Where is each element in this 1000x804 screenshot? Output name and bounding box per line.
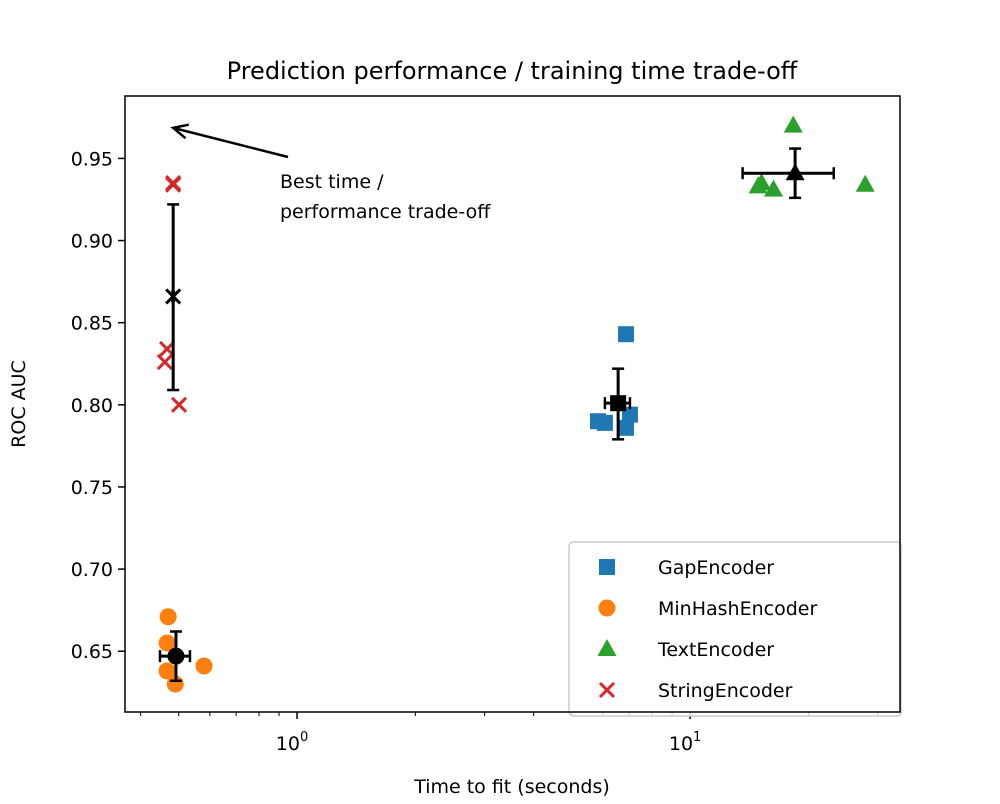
legend-item-stringencoder: StringEncoder — [598, 680, 793, 702]
mean-point-stringencoder — [165, 288, 182, 305]
y-tick-label: 0.80 — [71, 395, 113, 417]
annotation-text: performance trade-off — [280, 201, 491, 223]
x-tick-label: 101 — [669, 730, 701, 755]
data-point-minhashencoder — [159, 608, 177, 626]
data-point-textencoder — [752, 173, 772, 191]
legend-label: TextEncoder — [657, 639, 774, 661]
data-point-gapencoder — [618, 326, 635, 343]
legend: GapEncoder MinHashEncoder TextEncoder Strin… — [568, 541, 902, 717]
data-point-stringencoder — [165, 175, 182, 192]
y-tick-label: 0.95 — [71, 148, 113, 170]
data-point-textencoder — [763, 179, 783, 197]
annotation-arrow — [172, 126, 289, 159]
legend-marker — [597, 639, 617, 656]
legend-item-textencoder: TextEncoder — [597, 639, 774, 661]
plot-frame — [124, 95, 901, 713]
annotation-arrowhead — [170, 123, 190, 140]
mean-point-gapencoder — [610, 395, 627, 412]
y-tick-label: 0.75 — [71, 477, 113, 499]
legend-label: GapEncoder — [658, 557, 774, 579]
legend-marker — [599, 559, 615, 575]
y-tick-label: 0.85 — [71, 313, 113, 335]
legend-label: MinHashEncoder — [658, 598, 817, 620]
mean-point-minhashencoder — [167, 647, 185, 665]
y-axis-label: ROC AUC — [8, 360, 30, 448]
data-point-stringencoder — [156, 354, 173, 371]
legend-frame — [568, 541, 902, 717]
legend-label: StringEncoder — [658, 680, 793, 702]
x-tick-label: 100 — [276, 730, 308, 755]
data-point-stringencoder — [171, 396, 188, 413]
chart-title: Prediction performance / training time t… — [227, 57, 798, 85]
data-point-minhashencoder — [158, 662, 176, 680]
legend-marker — [598, 681, 616, 699]
data-point-gapencoder — [596, 414, 613, 431]
x-axis-label: Time to fit (seconds) — [413, 776, 610, 798]
y-tick-label: 0.65 — [71, 641, 113, 663]
legend-item-minhashencoder: MinHashEncoder — [598, 598, 817, 620]
legend-marker — [598, 599, 616, 617]
data-point-minhashencoder — [158, 634, 176, 652]
data-point-textencoder — [783, 115, 803, 133]
annotation-text: Best time / — [280, 171, 384, 193]
data-point-gapencoder — [618, 419, 635, 436]
mean-point-textencoder — [785, 163, 805, 181]
y-tick-label: 0.90 — [71, 231, 113, 253]
y-tick-label: 0.70 — [71, 559, 113, 581]
data-point-textencoder — [855, 174, 875, 192]
data-point-minhashencoder — [195, 657, 213, 675]
legend-item-gapencoder: GapEncoder — [599, 557, 774, 579]
